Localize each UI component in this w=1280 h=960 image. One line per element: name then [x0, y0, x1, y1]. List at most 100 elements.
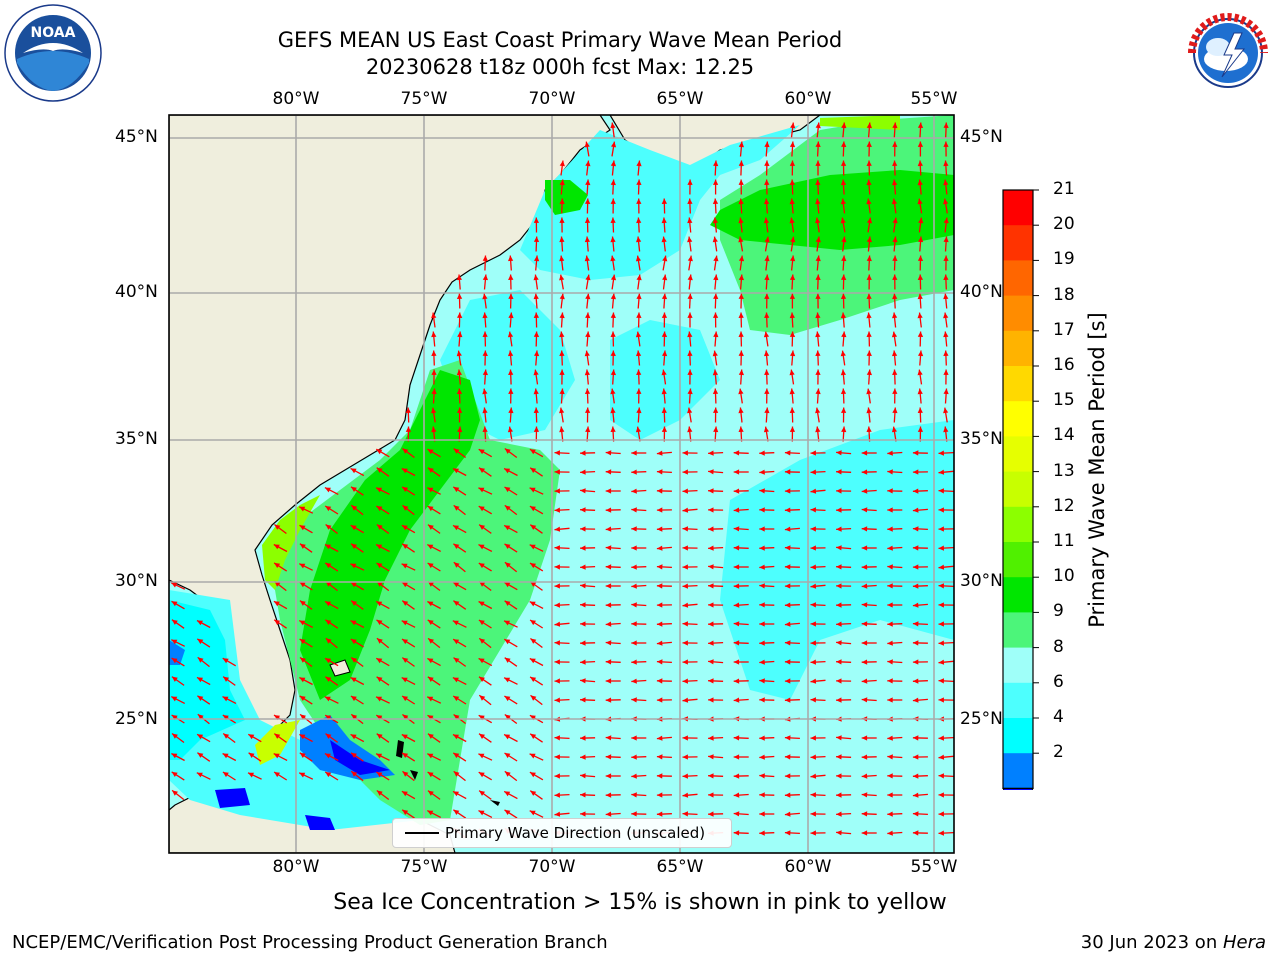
wave-arrow-head — [580, 602, 586, 608]
wave-arrow-head — [733, 564, 740, 570]
wave-arrow-head — [836, 697, 842, 703]
wave-arrow-head — [733, 507, 740, 513]
wave-arrow-head — [738, 236, 744, 243]
wave-arrow-head — [351, 505, 358, 511]
wave-arrow-head — [636, 217, 642, 224]
wave-arrow-head — [427, 619, 434, 625]
wave-arrow-head — [661, 217, 667, 224]
wave-arrow-head — [733, 830, 740, 836]
wave-arrow-head — [605, 697, 612, 703]
wave-arrow-head — [708, 811, 714, 817]
wave-arrow-head — [554, 792, 560, 798]
wave-arrow-head — [661, 293, 668, 300]
wave-arrow-head — [325, 601, 331, 607]
wave-arrow-head — [376, 524, 383, 530]
wave-arrow-head — [325, 715, 332, 721]
wave-arrow-head — [733, 621, 740, 627]
wave-arrow-head — [841, 331, 847, 338]
wave-arrow-head — [530, 638, 537, 644]
wave-arrow-head — [759, 735, 765, 741]
wave-arrow-head — [533, 274, 539, 281]
wave-arrow-head — [764, 369, 770, 375]
wave-arrow-head — [764, 312, 770, 318]
wave-arrow-head — [861, 488, 868, 494]
wave-arrow-head — [656, 773, 663, 779]
colorbar-segment — [1003, 542, 1033, 578]
wave-arrow-head — [943, 388, 949, 395]
colorbar-tick-label: 12 — [1053, 495, 1075, 516]
wave-arrow-head — [861, 621, 868, 627]
wave-arrow-head — [656, 754, 663, 760]
wave-arrow-head — [427, 601, 434, 607]
wave-arrow-head — [197, 714, 204, 720]
wave-arrow-head — [530, 581, 537, 587]
colorbar-tick-label: 14 — [1053, 425, 1075, 446]
wave-arrow-head — [584, 388, 591, 394]
wave-arrow-head — [815, 122, 821, 129]
wave-arrow-head — [943, 293, 949, 300]
wave-arrow-head — [427, 753, 434, 759]
wave-arrow-head — [504, 809, 511, 815]
wave-arrow-head — [682, 773, 688, 779]
wave-arrow-head — [559, 179, 565, 186]
wave-arrow-head — [631, 602, 637, 608]
wave-arrow-head — [912, 583, 919, 589]
wave-arrow-head — [892, 160, 898, 166]
wave-arrow-head — [402, 448, 409, 454]
wave-arrow-head — [631, 450, 637, 456]
wave-arrow-head — [887, 526, 893, 532]
wave-arrow-head — [733, 640, 740, 646]
map-title: GEFS MEAN US East Coast Primary Wave Mea… — [277, 28, 843, 52]
wave-arrow-head — [585, 160, 591, 167]
wave-arrow-head — [376, 676, 383, 682]
wave-arrow-head — [559, 331, 565, 338]
wave-arrow-head — [478, 715, 485, 721]
wave-arrow-head — [784, 488, 791, 494]
wave-arrow-head — [453, 809, 460, 815]
wave-arrow-head — [580, 811, 586, 817]
wave-arrow-head — [171, 753, 178, 759]
wave-arrow-head — [605, 792, 612, 798]
wave-arrow-head — [708, 678, 714, 684]
wave-arrow-head — [861, 545, 868, 551]
wave-arrow-head — [350, 696, 357, 702]
wave-arrow-head — [405, 407, 411, 413]
map-frame — [168, 114, 955, 854]
wave-arrow-head — [887, 602, 893, 608]
wave-arrow-head — [708, 450, 714, 456]
wave-arrow-head — [887, 450, 893, 456]
wave-arrow-head — [866, 331, 872, 337]
wave-arrow-head — [610, 369, 616, 376]
wave-arrow-head — [610, 293, 616, 300]
wave-arrow-head — [274, 772, 280, 778]
lon-label-70w-bottom: 70°W — [528, 857, 576, 877]
wave-arrow-head — [733, 488, 740, 494]
wave-arrow-head — [764, 141, 770, 148]
wave-arrow-head — [605, 735, 612, 741]
wave-arrow-head — [917, 369, 923, 376]
wave-arrow-head — [585, 331, 591, 338]
wave-arrow-head — [733, 678, 740, 684]
colorbar-segment — [1003, 295, 1033, 332]
wave-arrow-head — [401, 582, 408, 588]
wave-arrow-head — [453, 448, 460, 454]
wave-arrow-head — [504, 543, 511, 549]
wave-arrow-head — [784, 678, 791, 684]
wave-arrow-head — [892, 350, 898, 357]
wave-arrow-head — [682, 678, 688, 684]
wave-arrow-head — [938, 488, 944, 494]
wave-arrow-head — [887, 830, 893, 836]
colorbar-tick-label: 16 — [1053, 355, 1075, 375]
noaa-logo: NOAA — [4, 4, 102, 102]
wave-arrow-head — [682, 621, 688, 627]
wave-arrow-head — [530, 563, 536, 569]
wave-arrow-head — [636, 407, 642, 414]
wave-arrow-head — [738, 331, 744, 337]
wave-arrow-head — [554, 450, 560, 456]
wave-arrow-head — [682, 659, 688, 665]
wave-arrow-head — [861, 754, 868, 760]
wave-arrow-head — [554, 640, 560, 646]
wave-arrow-head — [815, 255, 821, 262]
wave-arrow-head — [611, 141, 617, 148]
wave-arrow-head — [559, 350, 565, 356]
